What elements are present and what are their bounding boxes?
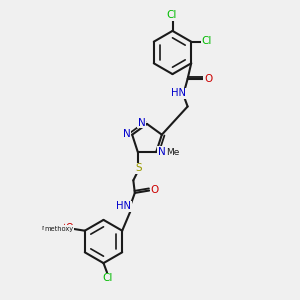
Text: O: O [63,223,70,233]
Text: O: O [204,74,212,84]
Text: O: O [151,185,159,195]
Text: N: N [123,129,130,139]
Text: HN: HN [171,88,186,98]
Text: HN: HN [116,201,131,211]
Text: N: N [138,118,146,128]
Text: N: N [158,146,165,157]
Text: methoxy: methoxy [42,225,72,231]
Text: Cl: Cl [102,273,112,283]
Text: O: O [65,223,73,233]
Text: Cl: Cl [202,36,212,46]
Text: Me: Me [167,148,180,157]
Text: methoxy: methoxy [45,226,74,232]
Text: S: S [135,163,142,173]
Text: Cl: Cl [167,10,177,20]
